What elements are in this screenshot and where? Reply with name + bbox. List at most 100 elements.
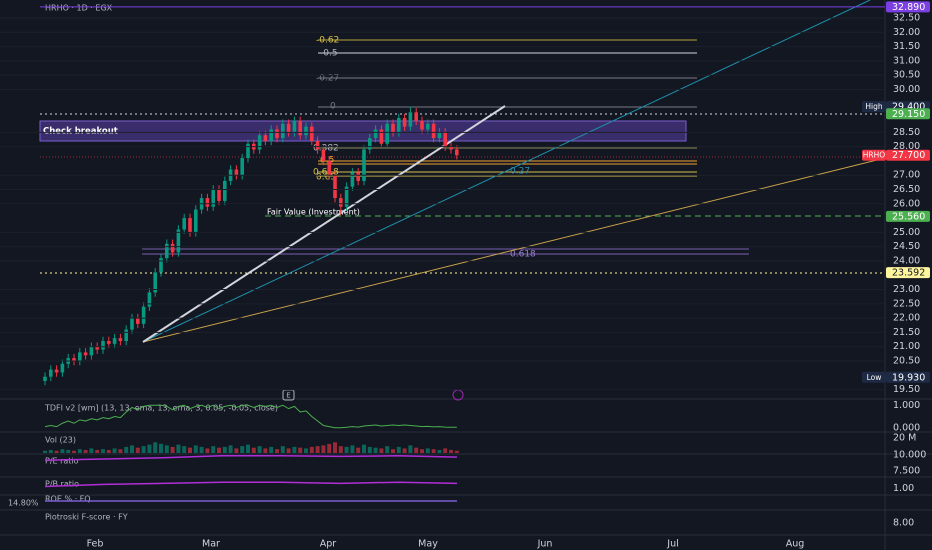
price-tag-box (862, 371, 886, 383)
volume-bar (43, 450, 47, 453)
y-tick-label: 10.000 (893, 450, 926, 461)
volume-bar (327, 443, 332, 453)
volume-bar (83, 449, 88, 453)
y-tick-label: 25.00 (893, 227, 920, 238)
volume-bar (321, 445, 326, 453)
volume-bar (454, 450, 459, 453)
x-tick-label: May (418, 539, 438, 550)
volume-bar (89, 448, 94, 453)
tdfi-line (44, 404, 457, 429)
candle-body (321, 149, 326, 161)
candle-body (234, 169, 239, 176)
volume-bar (275, 449, 279, 453)
candle-body (165, 243, 169, 259)
y-tick-label: 31.00 (893, 55, 920, 66)
y-tick-label: 26.00 (893, 198, 920, 209)
pe-title: P/E ratio (45, 457, 79, 466)
candle-body (246, 143, 250, 159)
price-label-box (886, 267, 930, 279)
event-label: E (286, 392, 290, 400)
volume-bar (344, 446, 349, 453)
volume-bar (101, 449, 105, 453)
candle-body (379, 129, 384, 144)
price-label: 29.400 (892, 102, 925, 113)
candle-body (72, 358, 76, 361)
candle-body (211, 189, 215, 207)
candle-body (194, 209, 198, 233)
fib-label: -0.27 (316, 74, 339, 84)
fib-label: 0.382 (313, 144, 339, 154)
volume-bar (124, 446, 129, 453)
volume-bar (251, 447, 256, 453)
fib-label: 0.27 (510, 167, 530, 177)
candle-body (391, 123, 395, 133)
roe-title: ROE % · FQ (45, 495, 91, 504)
y-tick-label: 21.50 (893, 327, 920, 338)
candle-body (344, 186, 349, 207)
x-tick-label: Apr (320, 539, 337, 550)
candle-body (362, 149, 366, 181)
volume-bar (286, 448, 291, 453)
fib-label: 0.618 (313, 168, 339, 178)
candle-body (327, 160, 331, 176)
y-tick-label: 26.50 (893, 184, 920, 195)
candle-body (373, 129, 378, 139)
x-tick-label: Aug (786, 539, 805, 550)
candle-body (420, 120, 424, 130)
volume-bar (315, 446, 320, 453)
piotroski-title: Piotroski F-score · FY (45, 513, 128, 522)
candle-body (188, 218, 192, 233)
price-tag-box (862, 149, 886, 161)
candle-body (89, 346, 94, 356)
candle-body (350, 172, 355, 187)
volume-bar (431, 449, 436, 453)
candle-body (431, 123, 436, 139)
volume-bar (199, 446, 204, 453)
fib-label: 0 (330, 102, 336, 112)
volume-bar (48, 449, 53, 453)
price-label-box (886, 210, 930, 222)
candle-body (408, 112, 413, 127)
y-tick-label: 22.00 (893, 313, 920, 324)
price-label: 29.150 (892, 109, 925, 120)
candle-body (286, 123, 291, 133)
volume-bar (292, 446, 297, 453)
candle-body (414, 112, 418, 121)
candle-body (49, 369, 53, 377)
y-tick-label: 19.50 (893, 384, 920, 395)
candle-body (205, 198, 210, 207)
x-tick-label: Jul (666, 539, 678, 550)
candle-body (263, 135, 268, 141)
volume-bar (118, 449, 123, 453)
volume-bar (356, 447, 361, 453)
candle-body (275, 129, 279, 139)
volume-bar (147, 444, 152, 453)
volume-bar (217, 447, 221, 453)
volume-bar (333, 442, 337, 453)
candle-body (217, 189, 221, 201)
volume-bar (246, 444, 250, 453)
candle-body (339, 198, 343, 207)
volume-bar (112, 448, 117, 453)
y-tick-label: 24.50 (893, 241, 920, 252)
candle-body (304, 126, 308, 136)
volume-bar (304, 448, 308, 453)
x-tick-label: Feb (87, 539, 104, 550)
fib-lines (40, 39, 885, 274)
price-label-box (886, 1, 930, 13)
candle-body (118, 338, 123, 341)
candle-body (54, 369, 59, 373)
volume-bar (72, 450, 76, 453)
pb-line (44, 481, 458, 488)
volume-bar (130, 445, 134, 453)
volume-bar (379, 448, 384, 453)
candle-body (298, 120, 302, 136)
volume-bar (240, 446, 245, 453)
y-tick-label: 1.00 (893, 483, 914, 494)
volume-bar (298, 447, 303, 453)
y-tick-label: 22.50 (893, 298, 920, 309)
fib-label: -0.5 (320, 49, 338, 59)
volume-bar (396, 446, 401, 453)
volume-bar (153, 442, 158, 453)
y-tick-label: 23.00 (893, 284, 920, 295)
